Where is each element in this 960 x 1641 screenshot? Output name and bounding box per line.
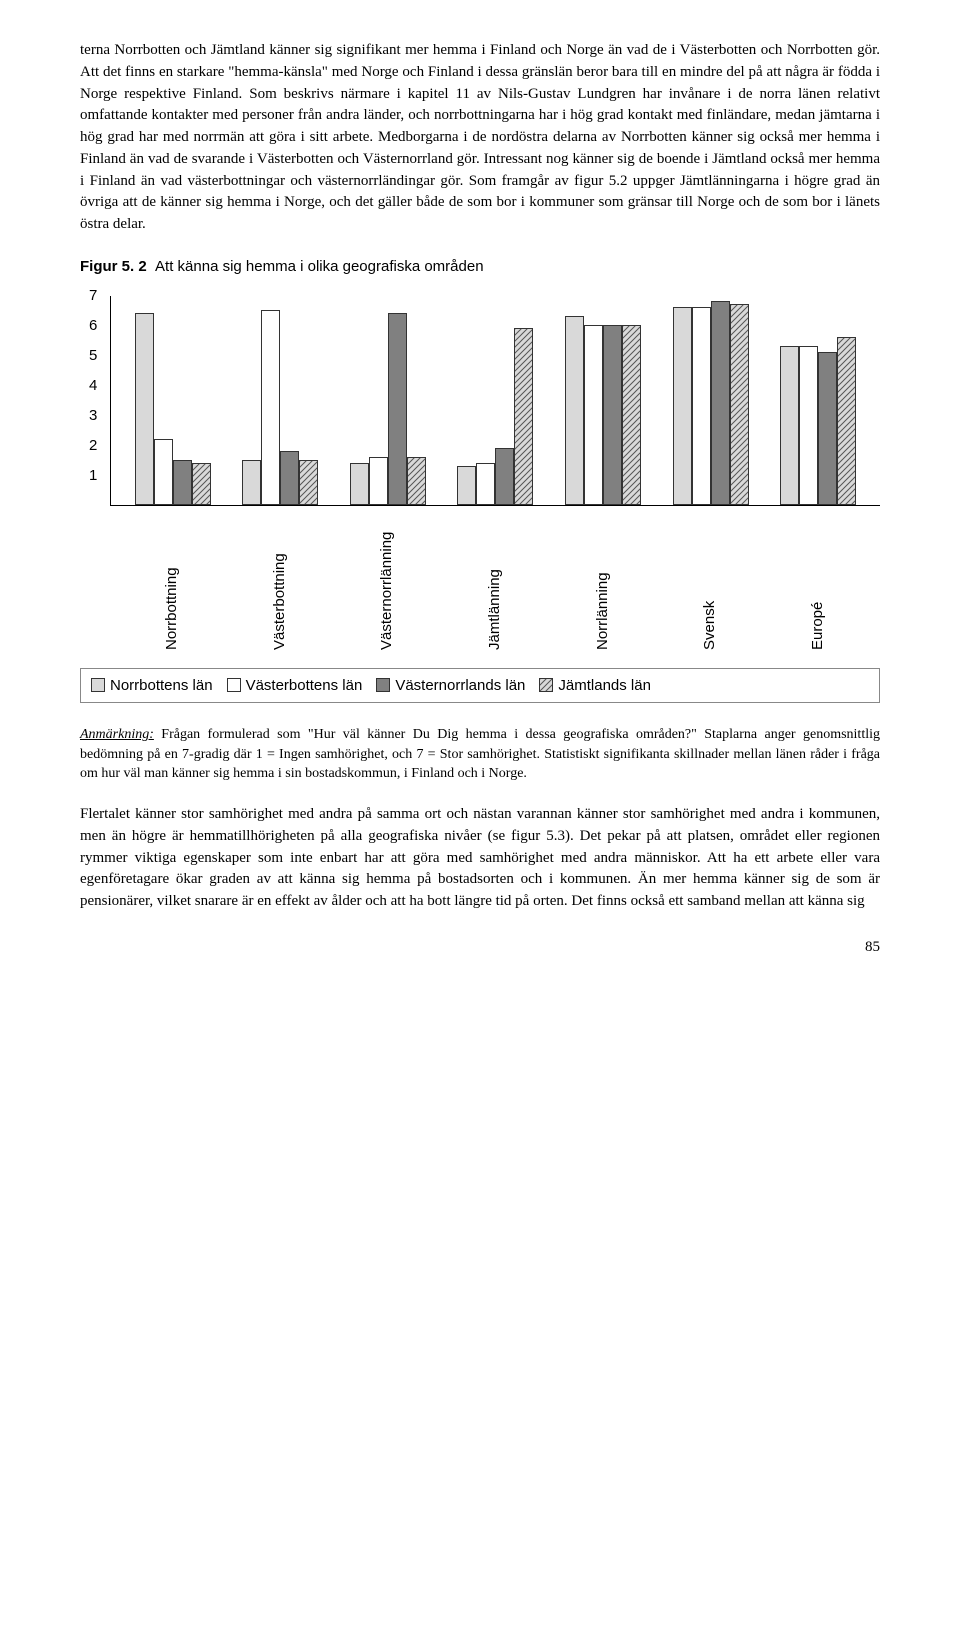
paragraph-2: Flertalet känner stor samhörighet med an… (80, 804, 880, 913)
note-label: Anmärkning: (80, 727, 154, 742)
bar-group (350, 313, 426, 505)
x-label-wrap: Västernorrlänning (347, 510, 427, 650)
bar (495, 448, 514, 505)
x-label: Europé (807, 510, 829, 650)
y-tick: 5 (89, 345, 97, 367)
bar-group (242, 310, 318, 505)
bar (837, 337, 856, 505)
bar-group (135, 313, 211, 505)
x-label: Norrlänning (592, 510, 614, 650)
figure-title-text: Att känna sig hemma i olika geografiska … (155, 258, 484, 275)
y-tick: 2 (89, 435, 97, 457)
bar-group (457, 328, 533, 505)
x-label: Västerbottning (269, 510, 291, 650)
bar (514, 328, 533, 505)
legend-swatch (539, 678, 553, 692)
bar-group (565, 316, 641, 505)
figure-title: Figur 5. 2 Att känna sig hemma i olika g… (80, 256, 880, 278)
legend-swatch (376, 678, 390, 692)
legend-label: Norrbottens län (110, 675, 213, 697)
bar (192, 463, 211, 505)
chart-legend: Norrbottens län Västerbottens län Västerno… (80, 668, 880, 704)
x-label: Jämtlänning (484, 510, 506, 650)
bar (622, 325, 641, 505)
y-tick: 4 (89, 375, 97, 397)
bar (565, 316, 584, 505)
note-text: Frågan formulerad som "Hur väl känner Du… (80, 727, 880, 781)
paragraph-1: terna Norrbotten och Jämtland känner sig… (80, 40, 880, 236)
bar (799, 346, 818, 505)
x-label: Svensk (699, 510, 721, 650)
bar (299, 460, 318, 505)
chart-plot-area: 1234567 (110, 296, 880, 506)
bar (369, 457, 388, 505)
bar (280, 451, 299, 505)
y-tick: 6 (89, 315, 97, 337)
page-number: 85 (80, 937, 880, 959)
bar (711, 301, 730, 505)
bar (457, 466, 476, 505)
x-label-wrap: Norrbottning (132, 510, 212, 650)
bar (476, 463, 495, 505)
legend-label: Jämtlands län (558, 675, 651, 697)
bar (818, 352, 837, 505)
bar (407, 457, 426, 505)
legend-item: Jämtlands län (539, 675, 651, 697)
legend-item: Västerbottens län (227, 675, 363, 697)
chart: Genomsnittlig bedömning 1234567 Norrbott… (80, 296, 880, 650)
figure-note: Anmärkning: Frågan formulerad som "Hur v… (80, 725, 880, 784)
bar (584, 325, 603, 505)
y-tick: 7 (89, 285, 97, 307)
legend-item: Norrbottens län (91, 675, 213, 697)
bar (242, 460, 261, 505)
x-label-wrap: Svensk (670, 510, 750, 650)
x-label: Norrbottning (161, 510, 183, 650)
legend-label: Västerbottens län (246, 675, 363, 697)
figure-title-label: Figur 5. 2 (80, 258, 147, 275)
x-label-wrap: Jämtlänning (455, 510, 535, 650)
bar (692, 307, 711, 505)
x-label-wrap: Norrlänning (563, 510, 643, 650)
bar (388, 313, 407, 505)
chart-body: 1234567 Norrbottning Västerbottning Väster… (106, 296, 880, 650)
bar (135, 313, 154, 505)
bar (603, 325, 622, 505)
x-label: Västernorrlänning (376, 510, 398, 650)
legend-swatch (91, 678, 105, 692)
bar (173, 460, 192, 505)
bar-group (780, 337, 856, 505)
bar (350, 463, 369, 505)
legend-item: Västernorrlands län (376, 675, 525, 697)
y-tick: 3 (89, 405, 97, 427)
bar-group (673, 301, 749, 505)
bar (730, 304, 749, 505)
y-tick: 1 (89, 465, 97, 487)
x-label-wrap: Europé (778, 510, 858, 650)
x-axis-labels: Norrbottning Västerbottning Västernorrlänn… (110, 510, 880, 650)
legend-swatch (227, 678, 241, 692)
bar (673, 307, 692, 505)
legend-label: Västernorrlands län (395, 675, 525, 697)
bar (154, 439, 173, 505)
x-label-wrap: Västerbottning (240, 510, 320, 650)
bar-groups (111, 296, 880, 505)
bar (780, 346, 799, 505)
bar (261, 310, 280, 505)
